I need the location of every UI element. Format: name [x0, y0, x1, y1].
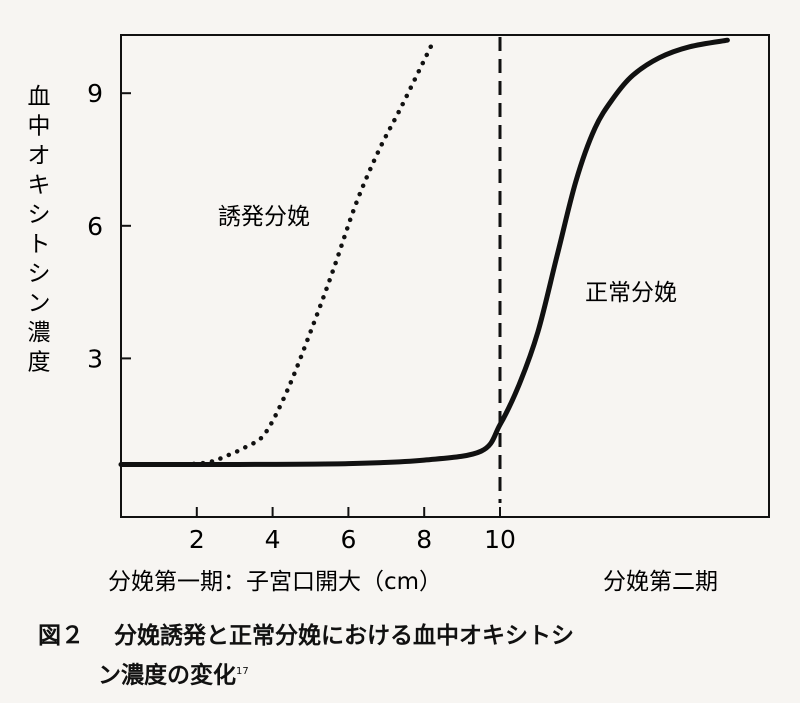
- x-tick-label: 8: [416, 525, 432, 554]
- x-tick-label: 6: [340, 525, 356, 554]
- series-label-induced: 誘発分娩: [218, 204, 310, 230]
- plot-frame: [120, 34, 770, 518]
- y-axis-label: 血中オキシトシン濃度: [28, 84, 51, 376]
- series-line-normal: [118, 37, 730, 468]
- y-tick-label: 6: [87, 212, 103, 241]
- x-axis-ticks: 2 4 6 8 10: [189, 507, 516, 554]
- y-tick-label: 9: [87, 79, 103, 108]
- series-label-normal: 正常分娩: [585, 280, 677, 306]
- caption-text-line1: 分娩誘発と正常分娩における血中オキシトシ: [114, 623, 574, 649]
- x-tick-label: 2: [189, 525, 205, 554]
- figure-number: 図２: [38, 623, 84, 649]
- y-tick-label: 3: [87, 344, 103, 373]
- x-axis-label-first-stage: 分娩第一期：子宮口開大（cm）: [108, 569, 442, 595]
- series-line-induced: [118, 42, 435, 467]
- figure-caption: 図２ 分娩誘発と正常分娩における血中オキシトシ ン濃度の変化17: [38, 618, 778, 694]
- y-axis-ticks: 3 6 9: [87, 79, 131, 373]
- caption-text-line2: ン濃度の変化: [98, 662, 236, 689]
- x-axis-label-second-stage: 分娩第二期: [603, 569, 718, 595]
- caption-reference: 17: [236, 666, 249, 677]
- x-tick-label: 4: [265, 525, 281, 554]
- x-tick-label: 10: [484, 525, 516, 554]
